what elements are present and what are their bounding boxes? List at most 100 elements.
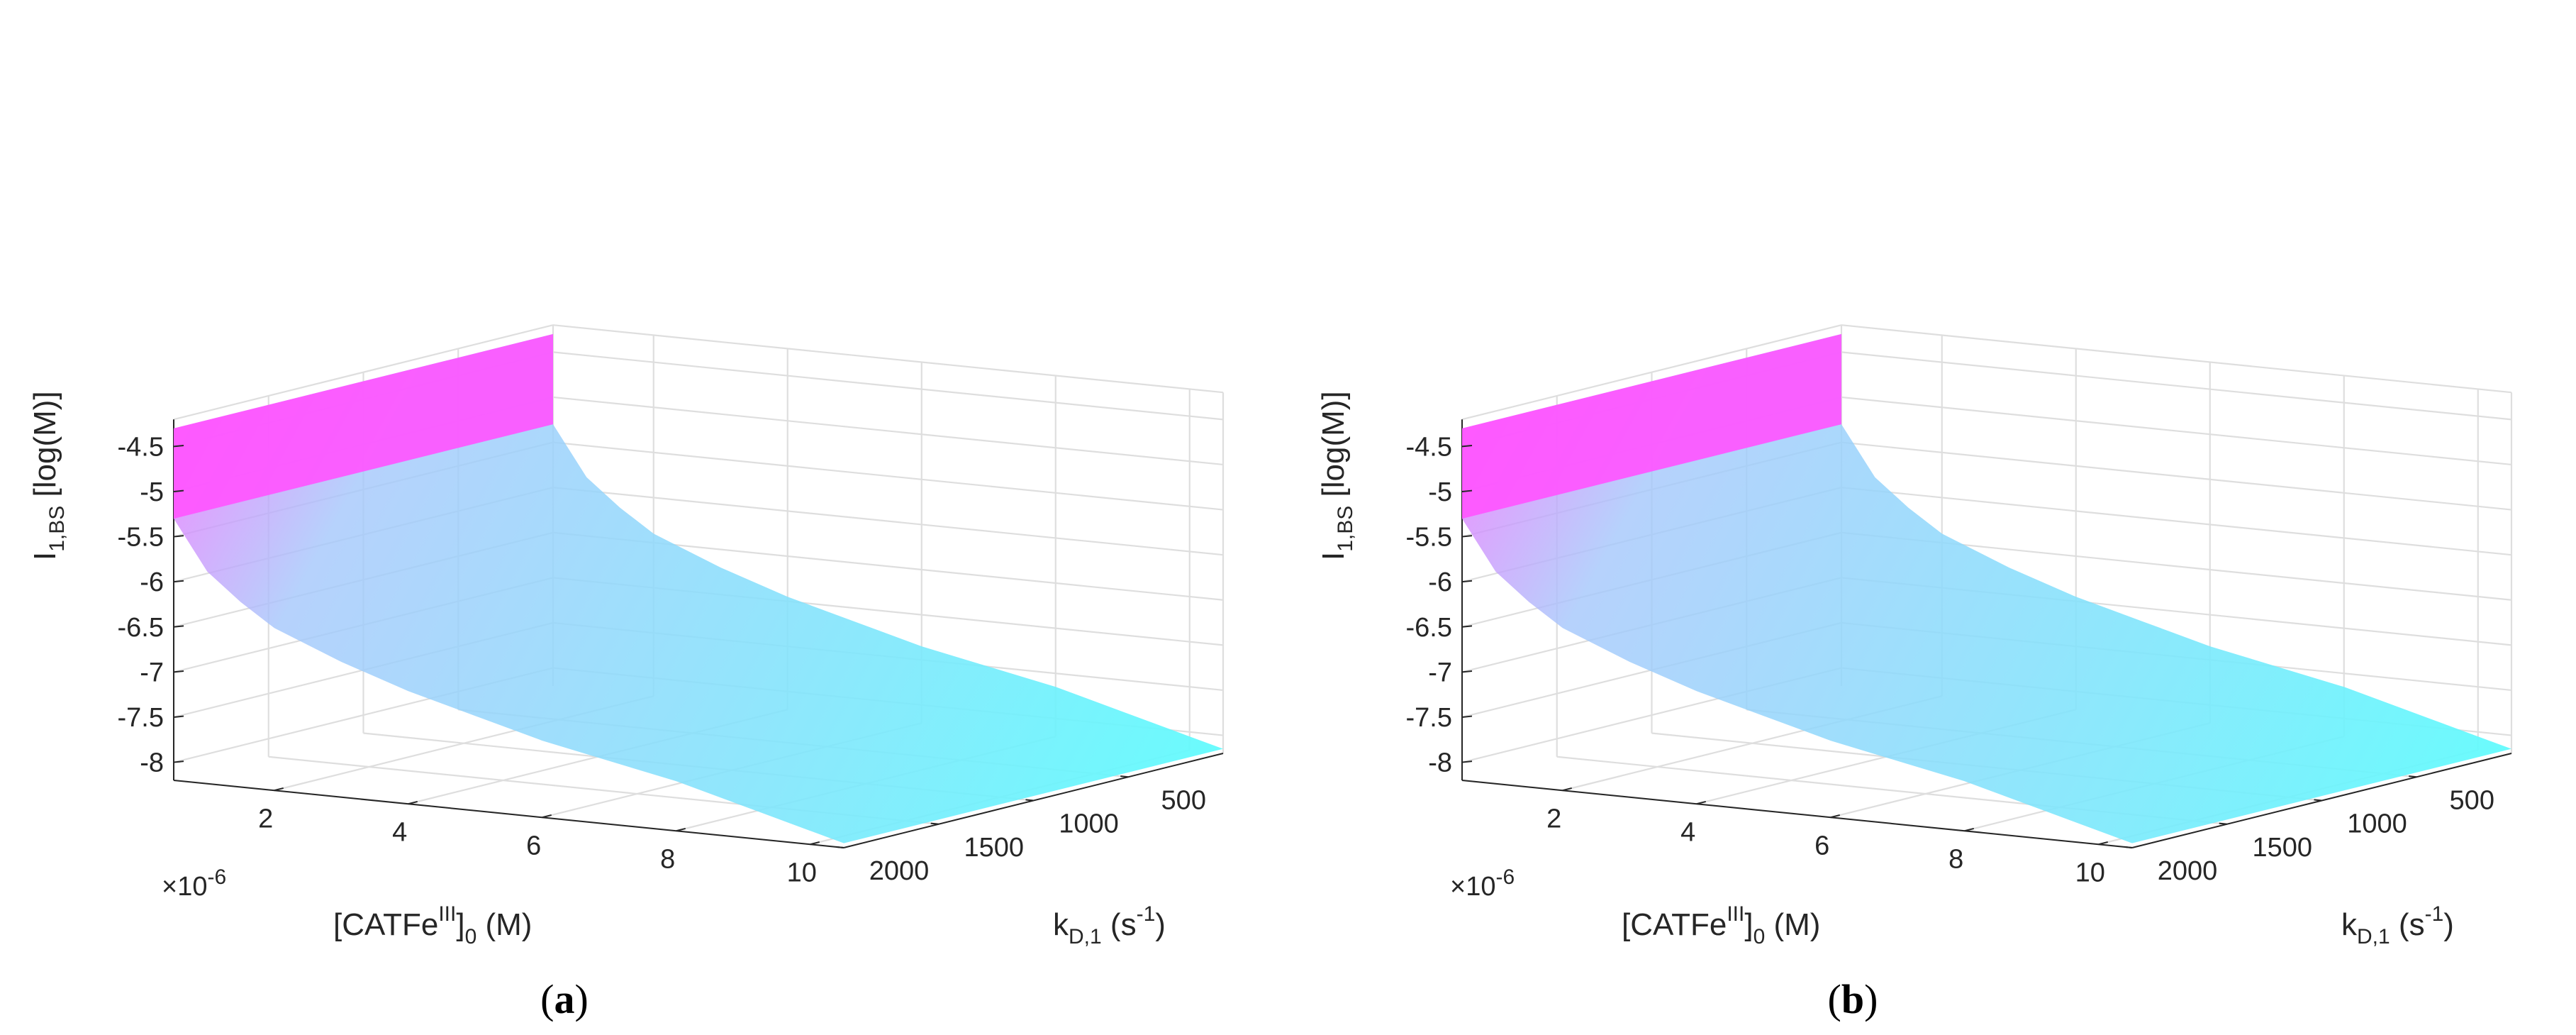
z-tick: [173, 760, 184, 763]
z-axis-label: I1,BS [log(M)]: [1316, 391, 1357, 560]
panel-caption-a: (a): [540, 976, 589, 1022]
chart-a-svg: -4.5 -5 -5.5 -6 -6.5 -7 -7.5 -8 2 4 6 8 10 500 1000 150…: [28, 324, 1225, 1022]
x-tick: [1696, 800, 1706, 805]
x-tick-label: 2: [1546, 804, 1561, 834]
surface-patch: [174, 333, 1223, 843]
x-tick: [810, 841, 820, 846]
y-tick-label: 500: [1161, 785, 1206, 815]
tick-labels-a: -4.5 -5 -5.5 -6 -6.5 -7 -7.5 -8 2 4 6 8 10 500 1000 150…: [118, 432, 1206, 887]
box-edge-top-side: [552, 324, 1224, 394]
x-axis-label: [CATFeIII]0 (M): [333, 902, 532, 948]
y-axis-label: kD,1 (s-1): [2341, 902, 2454, 948]
z-tick: [1461, 580, 1473, 583]
grid-line-z-side: [552, 351, 1224, 421]
z-tick: [1461, 444, 1473, 448]
z-tick: [1461, 715, 1473, 718]
z-tick: [173, 489, 184, 492]
z-tick-label: -4.5: [1406, 432, 1452, 462]
tick-marks-b: [1461, 444, 2417, 848]
z-tick-label: -7: [140, 658, 164, 687]
z-tick-label: -5.5: [118, 523, 164, 553]
x-tick-label: 10: [787, 858, 817, 887]
y-tick-label: 1500: [964, 833, 1024, 863]
x-tick: [2098, 841, 2108, 846]
grid-line-z-side: [552, 396, 1224, 466]
surface-top-band: [1462, 333, 1841, 519]
x-tick: [542, 814, 552, 819]
surface-top-band: [174, 333, 553, 519]
tick-labels-b: -4.5 -5 -5.5 -6 -6.5 -7 -7.5 -8 2 4 6 8 10 500 1000 150…: [1406, 432, 2494, 887]
y-tick: [2124, 846, 2133, 848]
box-edge-top-back: [173, 324, 554, 421]
surface-b: [1462, 333, 2511, 843]
y-tick-label: 1500: [2252, 833, 2312, 863]
y-tick-label: 1000: [1059, 809, 1119, 839]
grid-line-z-side: [1841, 351, 2512, 421]
x-tick: [274, 787, 284, 792]
x-tick-label: 10: [2075, 858, 2105, 887]
z-tick-label: -4.5: [118, 432, 164, 462]
x-tick-label: 8: [1948, 844, 1963, 874]
z-tick-label: -5.5: [1406, 523, 1452, 553]
x-axis-label: [CATFeIII]0 (M): [1622, 902, 1820, 948]
z-tick-label: -7: [1428, 658, 1452, 687]
y-tick: [2314, 799, 2322, 802]
z-tick: [1461, 670, 1473, 673]
z-axis-label: I1,BS [log(M)]: [28, 391, 69, 560]
grid-line-z-side: [1841, 487, 2512, 556]
y-tick: [2409, 775, 2417, 778]
y-tick: [1025, 799, 1034, 802]
x-tick-label: 2: [258, 804, 273, 834]
z-tick: [1461, 489, 1473, 492]
tick-marks-a: [173, 444, 1129, 848]
surface-patch: [1462, 333, 2511, 843]
z-tick-label: -5: [140, 477, 164, 507]
y-tick: [835, 846, 844, 848]
z-tick-label: -8: [140, 748, 164, 778]
z-tick-label: -6.5: [118, 613, 164, 643]
x-axis-line: [173, 780, 844, 848]
box-edge-top-back: [1461, 324, 1842, 421]
grid-line-z-side: [552, 441, 1224, 511]
z-tick: [173, 715, 184, 718]
z-tick: [173, 670, 184, 673]
y-tick-label: 2000: [869, 856, 930, 886]
x-multiplier: ×10-6: [1450, 865, 1515, 902]
grid-line-z-side: [1841, 396, 2512, 466]
x-multiplier: ×10-6: [162, 865, 226, 902]
y-tick-label: 2000: [2158, 856, 2218, 886]
y-tick-label: 500: [2450, 785, 2494, 815]
y-tick: [1120, 775, 1129, 778]
grid-line-z-side: [1841, 441, 2512, 511]
z-tick: [173, 444, 184, 448]
z-tick-label: -6.5: [1406, 613, 1452, 643]
z-tick-label: -8: [1428, 748, 1452, 778]
x-tick: [676, 827, 686, 832]
chart-panel-a: -4.5 -5 -5.5 -6 -6.5 -7 -7.5 -8 2 4 6 8 10 500 1000 150…: [28, 324, 1225, 1022]
chart-panel-b: -4.5 -5 -5.5 -6 -6.5 -7 -7.5 -8 2 4 6 8 10 500 1000 150…: [1288, 0, 2576, 1035]
z-tick-label: -7.5: [1406, 703, 1452, 733]
y-axis-label: kD,1 (s-1): [1053, 902, 1166, 948]
x-axis-line: [1461, 780, 2133, 848]
surface-a: [174, 333, 1223, 843]
y-tick-label: 1000: [2347, 809, 2407, 839]
grid-line-z-side: [552, 487, 1224, 556]
x-tick-label: 8: [660, 844, 675, 874]
chart-b-svg: -4.5 -5 -5.5 -6 -6.5 -7 -7.5 -8 2 4 6 8 10 500 1000 150…: [1316, 324, 2513, 1022]
x-tick: [408, 800, 418, 805]
box-edge-top-side: [1841, 324, 2512, 394]
z-tick: [173, 580, 184, 583]
x-tick-label: 6: [526, 831, 541, 860]
x-tick-label: 6: [1814, 831, 1829, 860]
panel-caption-b: (b): [1828, 976, 1878, 1022]
x-tick: [1830, 814, 1840, 819]
z-tick: [1461, 760, 1473, 763]
z-tick-label: -6: [140, 568, 164, 597]
z-tick-label: -5: [1428, 477, 1452, 507]
x-tick: [1964, 827, 1974, 832]
x-tick-label: 4: [1680, 817, 1695, 847]
z-tick-label: -7.5: [118, 703, 164, 733]
x-tick: [1562, 787, 1572, 792]
z-tick-label: -6: [1428, 568, 1452, 597]
x-tick-label: 4: [392, 817, 407, 847]
